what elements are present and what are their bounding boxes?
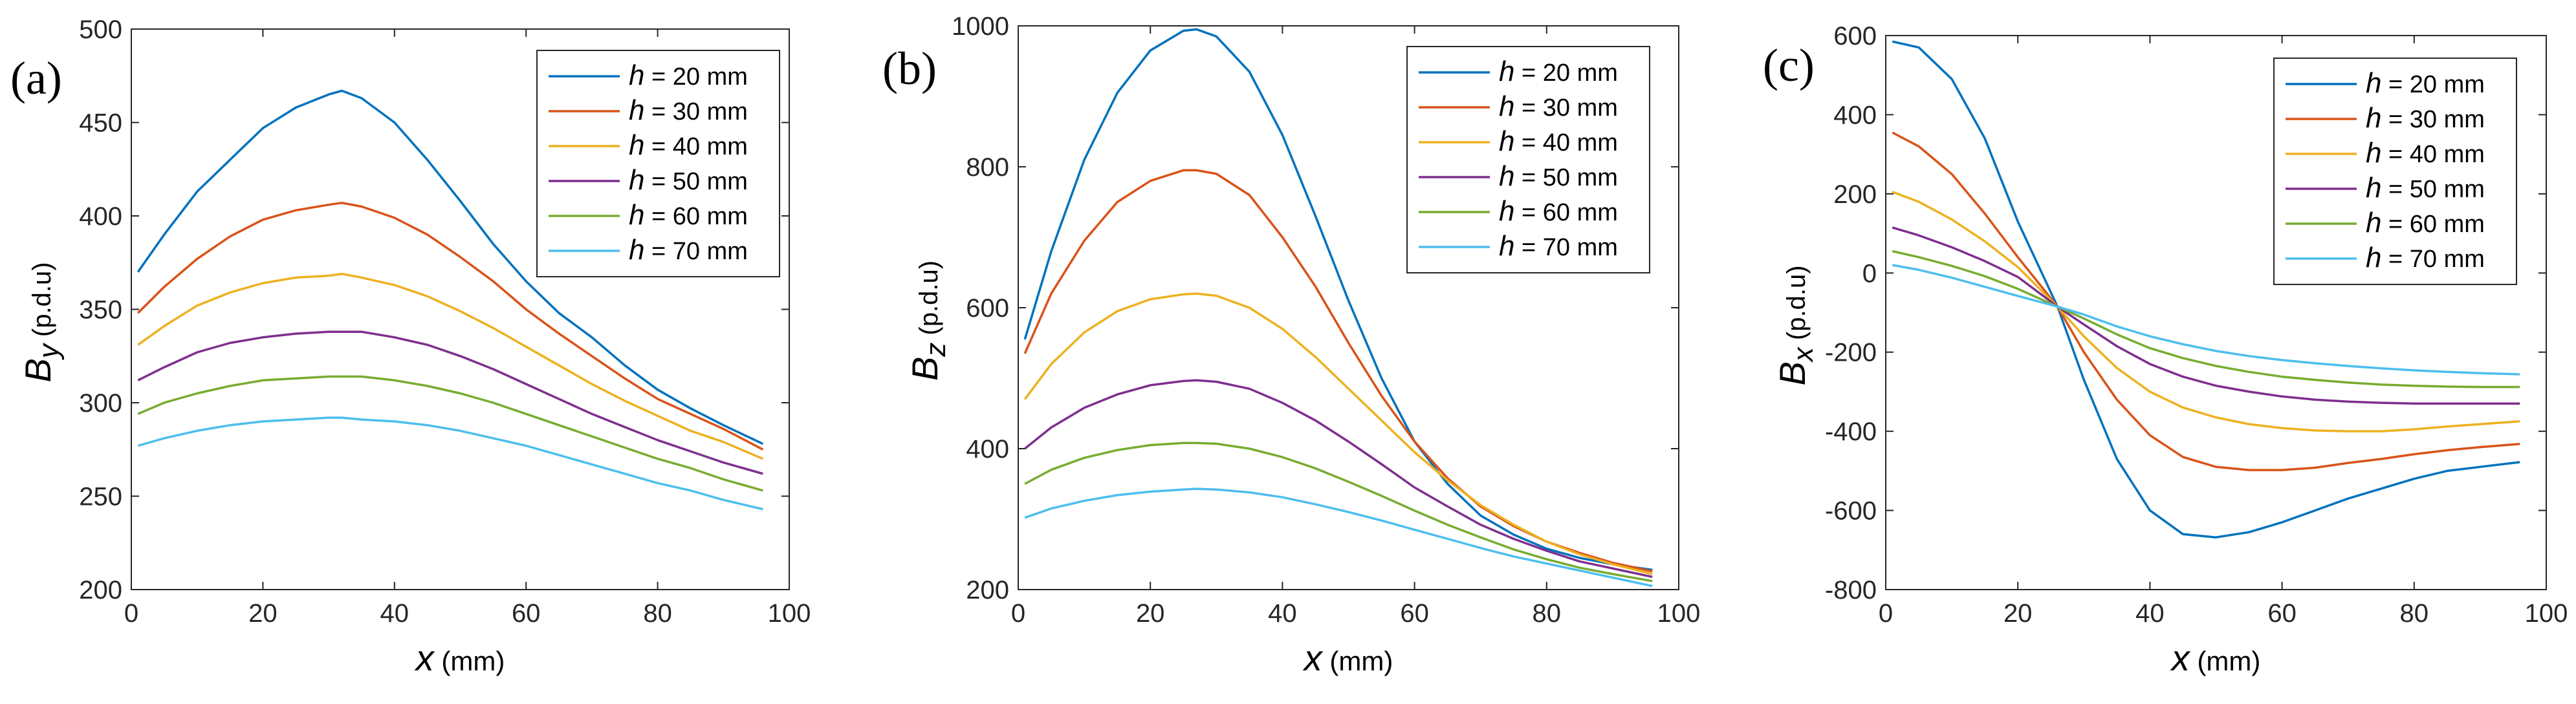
x-tick-label: 0	[1879, 599, 1893, 628]
x-axis-label: x (mm)	[2170, 637, 2261, 678]
series-line-h60	[137, 375, 763, 492]
x-tick-label: 20	[1136, 599, 1165, 628]
legend: h = 20 mmh = 30 mmh = 40 mmh = 50 mmh = …	[1406, 46, 1650, 273]
y-tick-label: -600	[1825, 497, 1877, 526]
series-line-h70	[1892, 264, 2520, 376]
y-tick-label: -400	[1825, 418, 1877, 446]
y-tick-label: 0	[1862, 259, 1877, 288]
x-tick-label: 100	[1657, 599, 1701, 628]
legend-entry: h = 50 mm	[2366, 172, 2485, 204]
x-tick-label: 40	[2135, 599, 2165, 628]
series-line-h30	[136, 202, 764, 451]
x-tick-label: 20	[248, 599, 278, 628]
y-tick-label: -200	[1825, 339, 1877, 367]
series-line-h40	[1892, 191, 2520, 432]
series-line-h50	[1024, 379, 1653, 579]
series-line-h70	[137, 416, 763, 511]
series-line-h40	[1023, 292, 1653, 575]
legend-entry: h = 40 mm	[1499, 125, 1618, 157]
x-tick-label: 100	[768, 599, 811, 628]
y-axis-label: Bx (p.d.u)	[1772, 265, 1819, 385]
x-tick-label: 0	[1011, 599, 1025, 628]
legend-entry: h = 60 mm	[1499, 195, 1618, 227]
x-axis-label: x (mm)	[414, 637, 505, 678]
series-line-h50	[1892, 226, 2520, 405]
y-tick-label: 250	[79, 483, 122, 511]
legend-entry: h = 20 mm	[1499, 56, 1618, 87]
legend-entry: h = 30 mm	[629, 94, 748, 126]
x-tick-label: 60	[2267, 599, 2297, 628]
y-axis-label: By (p.d.u)	[17, 262, 65, 382]
y-tick-label: 600	[966, 294, 1009, 323]
chart-panel-2: 0 20 40 60 80 100 200 400 600 800 1000 x (mm) Bz (p.…	[882, 12, 1700, 678]
panel-label: (b)	[882, 43, 937, 94]
legend-entry: h = 50 mm	[1499, 160, 1618, 192]
y-tick-label: 450	[79, 109, 122, 138]
x-tick-label: 0	[124, 599, 138, 628]
x-tick-label: 80	[643, 599, 672, 628]
x-tick-label: 80	[1533, 599, 1562, 628]
x-tick-label: 80	[2400, 599, 2429, 628]
legend-entry: h = 20 mm	[2366, 67, 2485, 99]
legend-box	[536, 50, 780, 277]
series-line-h20	[1023, 28, 1653, 571]
legend-entry: h = 40 mm	[629, 129, 748, 161]
legend-box	[1406, 46, 1650, 273]
y-tick-label: 200	[1833, 180, 1877, 209]
panel-label: (c)	[1763, 39, 1815, 91]
series-line-h30	[1892, 131, 2520, 471]
y-tick-label: 350	[79, 296, 122, 325]
x-tick-label: 60	[1400, 599, 1429, 628]
y-axis-label: Bz (p.d.u)	[904, 261, 952, 381]
y-tick-label: 200	[79, 576, 122, 604]
series-line-h70	[1024, 487, 1653, 588]
y-tick-label: 300	[79, 389, 122, 418]
legend: h = 20 mmh = 30 mmh = 40 mmh = 50 mmh = …	[2273, 58, 2517, 285]
x-tick-label: 40	[380, 599, 409, 628]
legend-entry: h = 30 mm	[2366, 102, 2485, 134]
series-line-h60	[1892, 250, 2520, 389]
legend-entry: h = 50 mm	[629, 164, 748, 196]
y-tick-label: 400	[1833, 101, 1877, 129]
legend-entry: h = 70 mm	[2366, 242, 2485, 273]
y-tick-label: 1000	[952, 12, 1009, 41]
series-line-h20	[136, 89, 764, 445]
x-tick-label: 40	[1268, 599, 1297, 628]
x-axis-label: x (mm)	[1302, 637, 1393, 678]
legend-entry: h = 60 mm	[2366, 207, 2485, 239]
y-tick-label: 200	[966, 576, 1009, 604]
y-tick-label: 600	[1833, 22, 1877, 50]
series-line-h60	[1024, 442, 1653, 582]
chart-panel-1: 0 20 40 60 80 100 200 250 300 350 400 450 500 x (mm) B…	[10, 16, 811, 678]
y-tick-label: -800	[1825, 576, 1877, 604]
y-tick-label: 400	[79, 202, 122, 231]
legend-entry: h = 70 mm	[629, 234, 748, 266]
legend-entry: h = 60 mm	[629, 199, 748, 231]
x-tick-label: 20	[2003, 599, 2033, 628]
series-line-h20	[1892, 40, 2520, 539]
series-line-h50	[137, 330, 763, 475]
panel-label: (a)	[10, 52, 62, 104]
y-tick-label: 400	[966, 435, 1009, 464]
x-tick-label: 100	[2525, 599, 2568, 628]
legend: h = 20 mmh = 30 mmh = 40 mmh = 50 mmh = …	[536, 50, 780, 277]
legend-entry: h = 30 mm	[1499, 91, 1618, 122]
legend-entry: h = 20 mm	[629, 59, 748, 91]
legend-box	[2273, 58, 2517, 285]
x-tick-label: 60	[512, 599, 541, 628]
series-line-h40	[137, 272, 763, 460]
chart-panel-3: 0 20 40 60 80 100 -800 -600 -400 -200 0 200 400 600 x …	[1763, 22, 2568, 678]
legend-entry: h = 70 mm	[1499, 230, 1618, 262]
y-tick-label: 500	[79, 16, 122, 44]
legend-entry: h = 40 mm	[2366, 137, 2485, 169]
y-tick-label: 800	[966, 153, 1009, 182]
